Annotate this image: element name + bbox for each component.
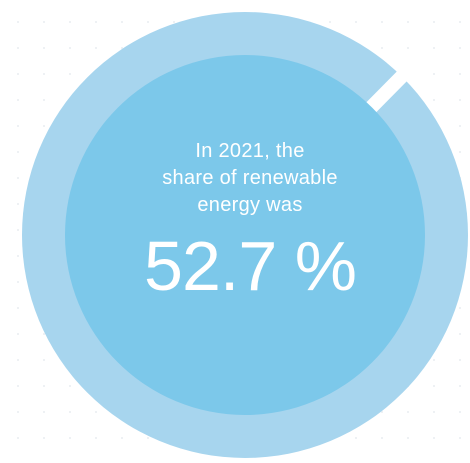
caption-line-2: share of renewable [162,167,338,189]
renewable-share-value: 52.7 % [144,227,357,305]
inner-disc [65,55,425,415]
caption-line-3: energy was [197,194,303,216]
share-caption-block: In 2021, the share of renewable energy w… [85,138,415,303]
caption-line-1: In 2021, the [195,140,305,162]
